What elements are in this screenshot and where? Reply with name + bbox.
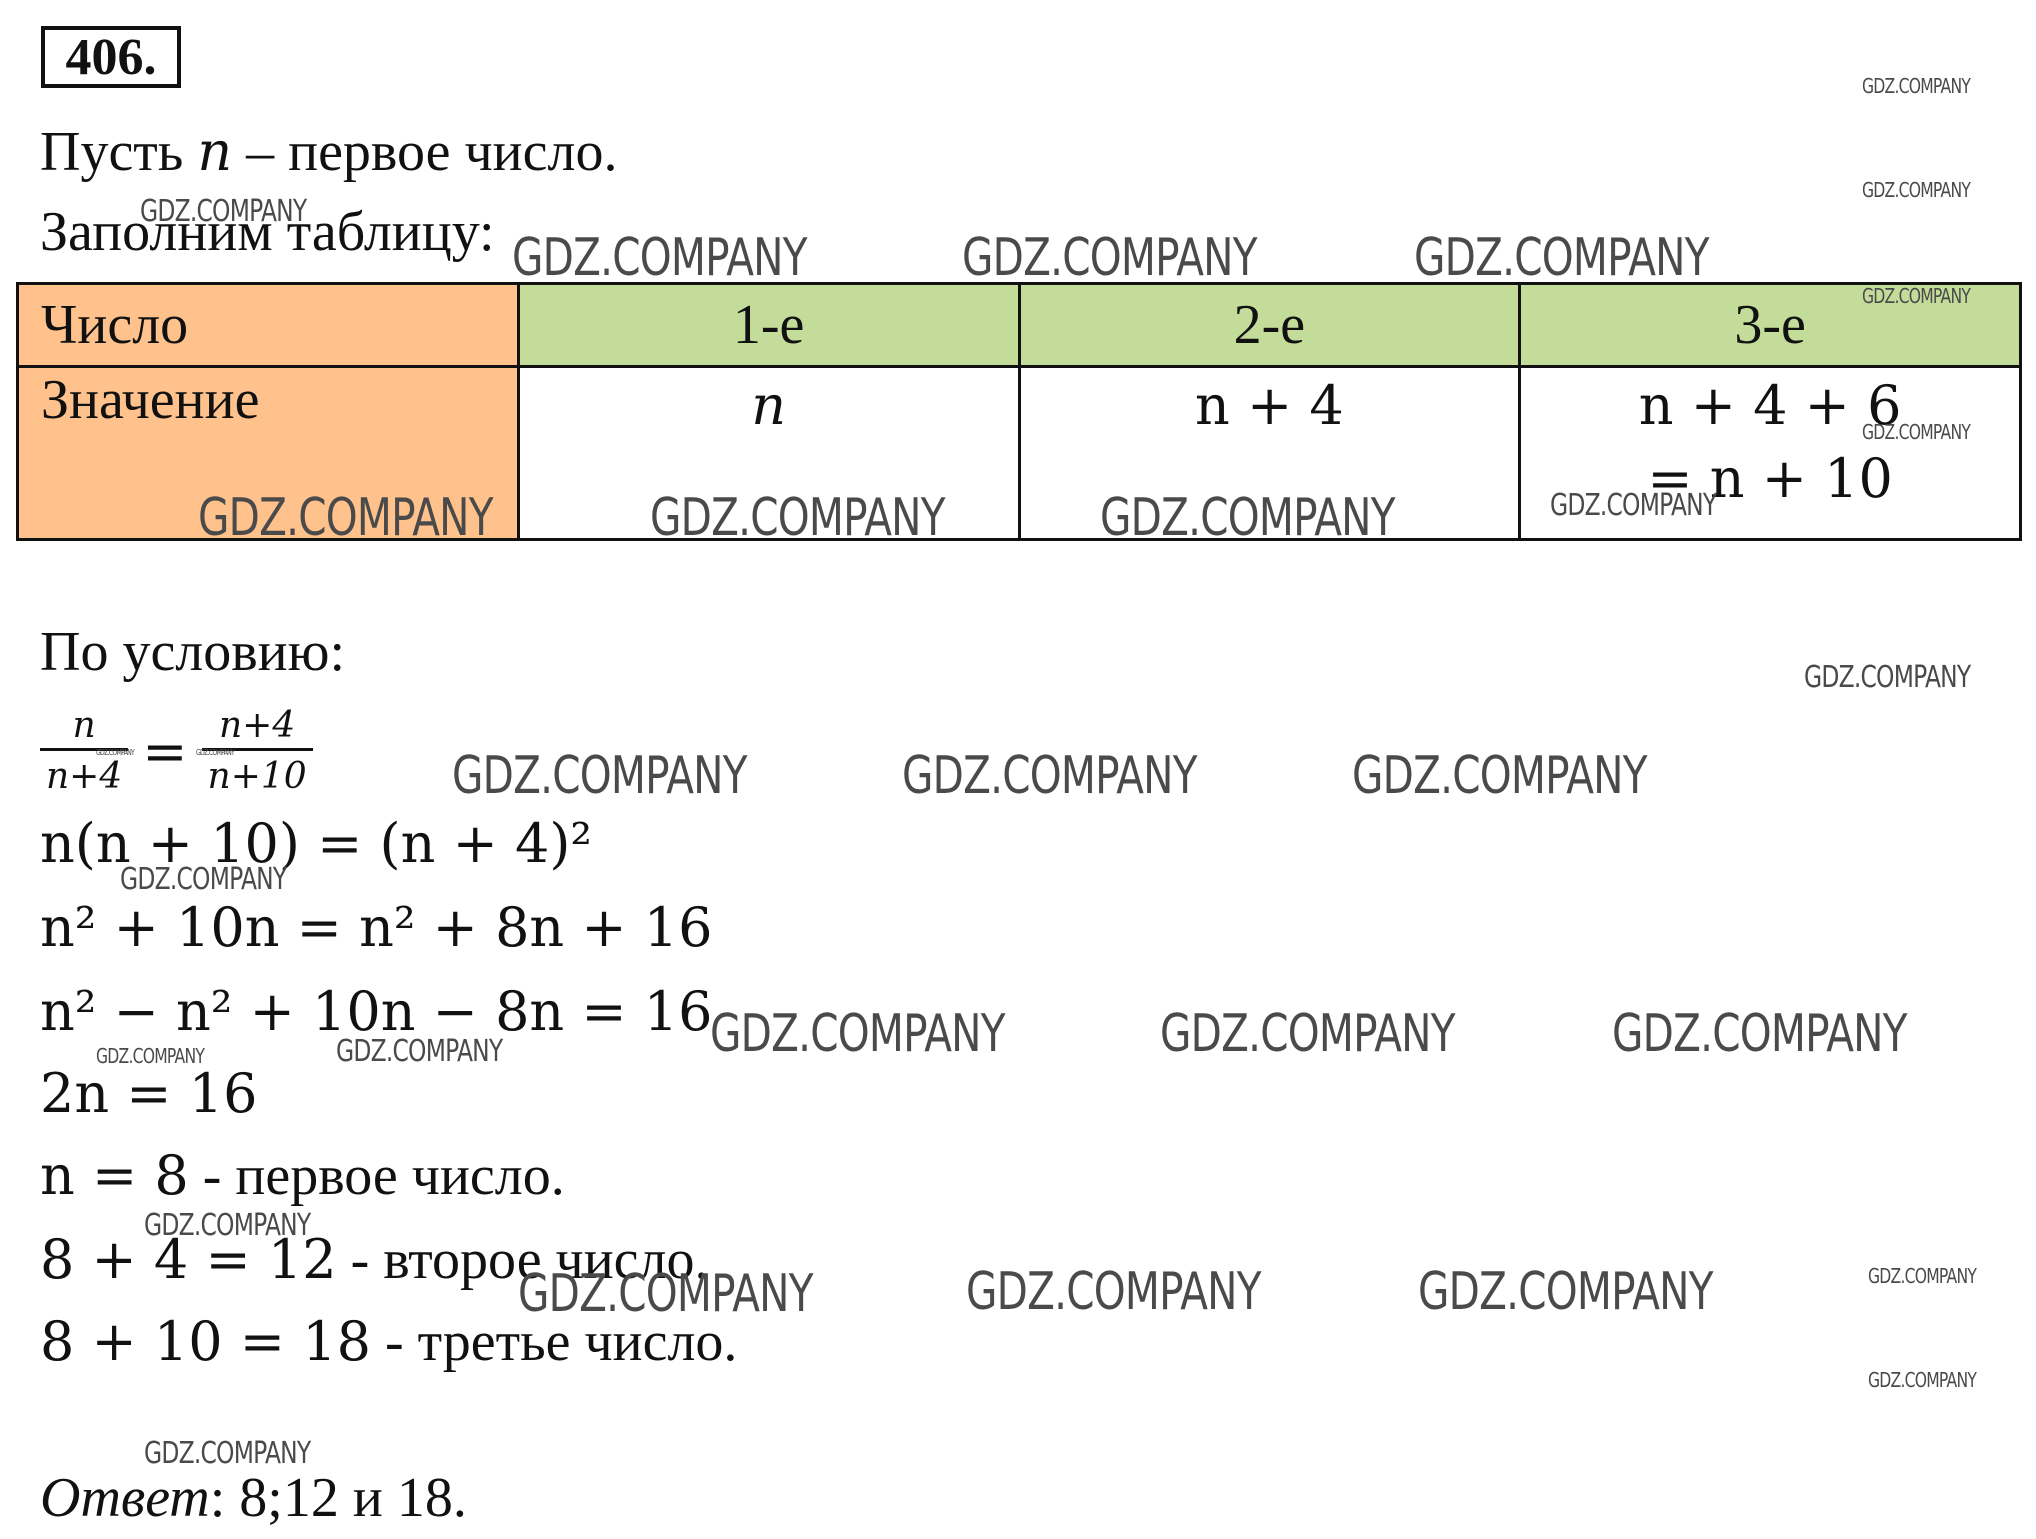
result-1-text: - первое число.: [188, 1145, 565, 1207]
watermark: GDZ.COMPANY: [1100, 488, 1396, 548]
result-2: 8 + 4 = 12 - второе число.: [40, 1228, 708, 1292]
table-header-label: Число: [16, 282, 520, 368]
table-col-3: 3-е: [1518, 282, 2022, 368]
equation-4: 2n = 16: [40, 1062, 258, 1125]
table-value-1: n: [516, 365, 1021, 541]
condition-label: По условию:: [40, 621, 346, 683]
intro-line-1: Пусть n – первое число.: [40, 120, 617, 184]
numbers-table: Число 1-е 2-е 3-е Значение n n + 4 n + 4…: [16, 282, 2022, 541]
watermark: GDZ.COMPANY: [1414, 228, 1710, 288]
watermark: GDZ.COMPANY: [144, 1436, 311, 1471]
watermark: GDZ.COMPANY: [96, 748, 135, 757]
watermark: GDZ.COMPANY: [1868, 1368, 1977, 1392]
problem-number: 406.: [41, 26, 181, 88]
fraction-equation: n n+4 = n+4 n+10: [40, 696, 313, 806]
left-fraction: n n+4: [40, 704, 129, 799]
table-value-label: Значение: [16, 365, 520, 541]
watermark: GDZ.COMPANY: [144, 1208, 311, 1243]
watermark: GDZ.COMPANY: [1868, 1264, 1977, 1288]
result-3-expr: 8 + 10 = 18: [40, 1310, 371, 1373]
watermark: GDZ.COMPANY: [1352, 746, 1648, 806]
answer-label: Ответ: [40, 1467, 210, 1529]
watermark: GDZ.COMPANY: [96, 1044, 205, 1068]
watermark: GDZ.COMPANY: [140, 194, 307, 229]
watermark: GDZ.COMPANY: [1804, 660, 1971, 695]
result-3-text: - третье число.: [370, 1311, 738, 1373]
table-header-row: Число 1-е 2-е 3-е: [16, 282, 2022, 368]
watermark: GDZ.COMPANY: [650, 488, 946, 548]
result-2-expr: 8 + 4 = 12: [40, 1228, 337, 1291]
watermark: GDZ.COMPANY: [1862, 178, 1971, 202]
intro-text-a: Пусть: [40, 121, 198, 183]
table-value-3: n + 4 + 6 = n + 10: [1518, 365, 2022, 541]
answer-line: Ответ: 8;12 и 18.: [40, 1466, 467, 1530]
watermark: GDZ.COMPANY: [902, 746, 1198, 806]
answer-text: : 8;12 и 18.: [209, 1467, 467, 1529]
left-numerator: n: [72, 704, 96, 746]
watermark: GDZ.COMPANY: [1862, 420, 1971, 444]
table-value-3-line-2: = n + 10: [1647, 447, 1893, 510]
result-1: n = 8 - первое число.: [40, 1144, 565, 1208]
table-col-1: 1-е: [516, 282, 1021, 368]
intro-line-2: Заполним таблицу:: [40, 201, 495, 263]
watermark: GDZ.COMPANY: [1550, 488, 1717, 523]
watermark: GDZ.COMPANY: [518, 1264, 814, 1324]
watermark: GDZ.COMPANY: [120, 862, 287, 897]
left-denominator: n+4: [40, 747, 129, 799]
intro-variable: n: [197, 120, 233, 183]
equation-3: n² − n² + 10n − 8n = 16: [40, 980, 713, 1043]
intro-text-b: – первое число.: [232, 121, 618, 183]
equation-2: n² + 10n = n² + 8n + 16: [40, 896, 713, 959]
right-numerator: n+4: [218, 704, 296, 746]
watermark: GDZ.COMPANY: [1612, 1004, 1908, 1064]
result-1-expr: n = 8: [40, 1144, 189, 1207]
equation-1: n(n + 10) = (n + 4)²: [40, 812, 593, 875]
table-value-row: Значение n n + 4 n + 4 + 6 = n + 10: [16, 365, 2022, 541]
watermark: GDZ.COMPANY: [1418, 1262, 1714, 1322]
watermark: GDZ.COMPANY: [512, 228, 808, 288]
watermark: GDZ.COMPANY: [196, 748, 235, 757]
watermark: GDZ.COMPANY: [198, 488, 494, 548]
result-2-text: - второе число.: [336, 1229, 709, 1291]
watermark: GDZ.COMPANY: [1862, 74, 1971, 98]
result-3: 8 + 10 = 18 - третье число.: [40, 1310, 737, 1374]
watermark: GDZ.COMPANY: [710, 1004, 1006, 1064]
table-col-2: 2-е: [1017, 282, 1522, 368]
watermark: GDZ.COMPANY: [962, 228, 1258, 288]
watermark: GDZ.COMPANY: [336, 1034, 503, 1069]
watermark: GDZ.COMPANY: [966, 1262, 1262, 1322]
table-value-2: n + 4: [1017, 365, 1522, 541]
watermark: GDZ.COMPANY: [1160, 1004, 1456, 1064]
right-denominator: n+10: [201, 747, 313, 799]
right-fraction: n+4 n+10: [201, 704, 313, 799]
watermark: GDZ.COMPANY: [1862, 284, 1971, 308]
equals-sign: =: [142, 719, 188, 783]
watermark: GDZ.COMPANY: [452, 746, 748, 806]
